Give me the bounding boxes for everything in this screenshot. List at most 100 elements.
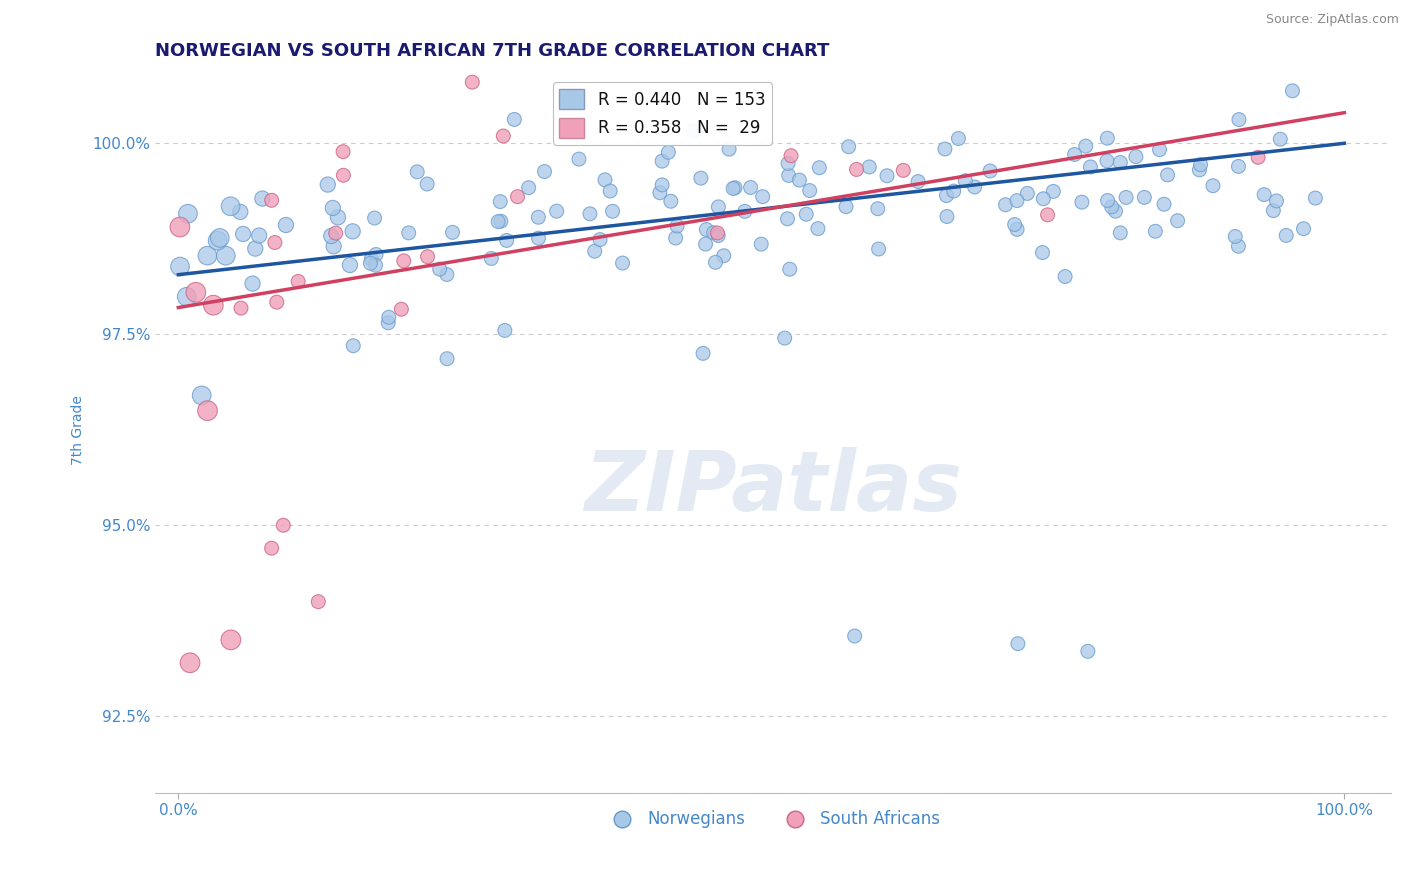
Point	[184, 285, 207, 300]
Point	[219, 199, 242, 213]
Point	[1149, 143, 1171, 157]
Point	[1007, 637, 1029, 651]
Point	[364, 247, 387, 261]
Point	[835, 200, 858, 214]
Point	[749, 237, 772, 252]
Point	[718, 142, 741, 156]
Point	[807, 221, 830, 235]
Point	[1153, 197, 1175, 211]
Point	[546, 204, 568, 219]
Point	[263, 235, 285, 250]
Point	[1305, 191, 1327, 205]
Point	[934, 142, 956, 156]
Point	[1101, 200, 1123, 214]
Point	[948, 131, 970, 145]
Point	[994, 198, 1017, 212]
Legend: Norwegians, South Africans: Norwegians, South Africans	[599, 804, 948, 835]
Point	[799, 184, 821, 198]
Point	[392, 253, 415, 268]
Point	[657, 145, 679, 160]
Point	[342, 224, 364, 238]
Point	[955, 174, 977, 188]
Point	[942, 184, 965, 198]
Point	[1253, 187, 1275, 202]
Text: NORWEGIAN VS SOUTH AFRICAN 7TH GRADE CORRELATION CHART: NORWEGIAN VS SOUTH AFRICAN 7TH GRADE COR…	[155, 42, 830, 60]
Point	[1109, 226, 1132, 240]
Point	[479, 252, 502, 266]
Point	[242, 277, 264, 291]
Point	[1074, 139, 1097, 153]
Point	[332, 145, 354, 159]
Point	[489, 214, 512, 228]
Point	[724, 180, 747, 194]
Point	[436, 268, 458, 282]
Point	[773, 331, 796, 345]
Point	[1032, 192, 1054, 206]
Point	[197, 249, 219, 263]
Point	[778, 156, 800, 170]
Point	[359, 256, 381, 270]
Point	[322, 201, 344, 215]
Point	[274, 218, 297, 232]
Point	[876, 169, 898, 183]
Point	[533, 164, 555, 178]
Point	[1133, 190, 1156, 204]
Point	[1167, 213, 1189, 227]
Point	[838, 140, 860, 154]
Point	[844, 629, 866, 643]
Point	[416, 177, 439, 191]
Point	[406, 165, 429, 179]
Point	[1227, 160, 1250, 174]
Point	[252, 192, 274, 206]
Point	[202, 298, 225, 312]
Point	[1292, 221, 1315, 235]
Point	[1104, 204, 1126, 219]
Point	[1189, 158, 1212, 172]
Point	[229, 205, 252, 219]
Point	[176, 290, 198, 304]
Point	[489, 194, 512, 209]
Point	[266, 295, 288, 310]
Point	[398, 226, 420, 240]
Point	[891, 163, 914, 178]
Point	[287, 275, 309, 289]
Point	[1125, 150, 1147, 164]
Point	[1095, 153, 1118, 168]
Point	[789, 173, 811, 187]
Point	[568, 152, 591, 166]
Point	[858, 160, 880, 174]
Point	[503, 112, 526, 127]
Point	[377, 316, 399, 330]
Point	[378, 310, 401, 325]
Point	[780, 149, 803, 163]
Point	[1270, 132, 1292, 146]
Point	[794, 207, 817, 221]
Point	[612, 256, 634, 270]
Point	[703, 226, 725, 240]
Point	[197, 403, 219, 417]
Point	[866, 202, 889, 216]
Point	[1188, 162, 1211, 177]
Point	[1097, 131, 1119, 145]
Point	[527, 231, 550, 245]
Point	[307, 595, 329, 609]
Point	[461, 75, 484, 89]
Point	[583, 244, 606, 259]
Point	[1077, 644, 1099, 658]
Point	[1227, 112, 1250, 127]
Point	[332, 168, 354, 182]
Point	[1225, 229, 1247, 244]
Point	[692, 346, 714, 360]
Point	[517, 180, 540, 194]
Point	[360, 252, 382, 266]
Text: Source: ZipAtlas.com: Source: ZipAtlas.com	[1265, 13, 1399, 27]
Point	[441, 225, 464, 239]
Point	[339, 258, 361, 272]
Point	[593, 173, 616, 187]
Point	[1080, 160, 1102, 174]
Point	[713, 249, 735, 263]
Point	[1109, 155, 1132, 169]
Point	[169, 260, 191, 274]
Point	[1017, 186, 1039, 201]
Point	[602, 204, 624, 219]
